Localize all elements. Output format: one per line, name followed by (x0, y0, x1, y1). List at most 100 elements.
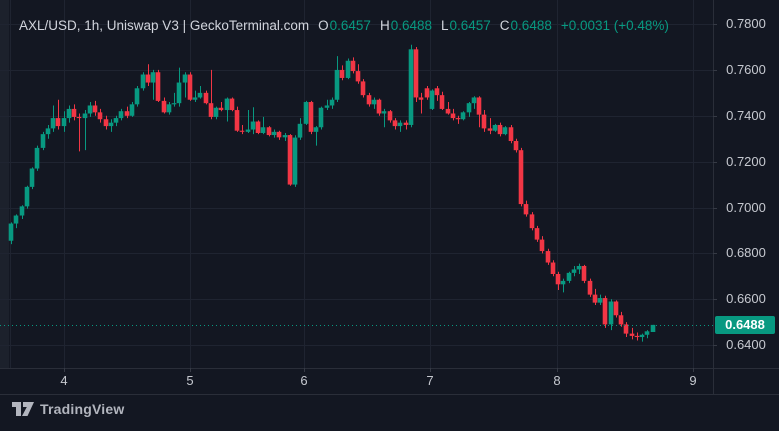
candle-body (155, 72, 161, 101)
candle-body (318, 107, 324, 128)
time-axis-label: 7 (426, 373, 434, 388)
candle-body (192, 97, 198, 100)
time-axis-label: 4 (60, 373, 68, 388)
candle-body (618, 315, 624, 325)
candle-body (76, 116, 82, 119)
candle-body (602, 298, 608, 325)
candle-body (339, 69, 345, 78)
candle-body (518, 150, 524, 205)
candle-body (566, 272, 572, 281)
candle-body (534, 228, 540, 240)
candle-body (182, 74, 188, 83)
candle-body (239, 130, 245, 132)
candle-body (82, 113, 88, 119)
ohlc-close-value: 0.6488 (510, 17, 552, 33)
candle-body (292, 137, 298, 185)
candle-body (29, 168, 35, 187)
candle-body (176, 82, 182, 104)
candle-body (355, 71, 361, 82)
candle-body (103, 119, 109, 127)
candle-body (371, 99, 377, 105)
candle-body (350, 60, 356, 72)
candle-body (324, 105, 330, 108)
candle-body (97, 112, 103, 120)
candle-body (408, 49, 414, 125)
current-price-badge: 0.6488 (715, 315, 775, 334)
pane-edge (0, 0, 9, 368)
ohlc-low-value: 0.6457 (449, 17, 491, 33)
candle-body (560, 280, 566, 285)
candle-body (608, 301, 614, 325)
candle-body (134, 88, 140, 105)
candle-body (429, 90, 435, 109)
candle-body (497, 124, 503, 135)
candle-body (366, 95, 372, 105)
candle-body (381, 111, 387, 114)
candle-body (61, 118, 67, 127)
candle-body (592, 294, 598, 303)
candle-body (539, 239, 545, 252)
candle-body (450, 113, 456, 119)
price-axis-label: 0.7400 (726, 107, 766, 123)
ohlc-high-label: H (379, 17, 390, 33)
candle-body (287, 135, 293, 185)
symbol-title[interactable]: AXL/USD, 1h, Uniswap V3 | GeckoTerminal.… (19, 17, 310, 33)
candle-body (34, 147, 40, 169)
candle-body (19, 206, 25, 216)
candle-body (208, 103, 214, 117)
candle-body (555, 273, 561, 285)
candle-body (471, 97, 477, 104)
tradingview-wordmark: TradingView (40, 401, 125, 417)
candle-body (403, 122, 409, 125)
candle-body (71, 108, 77, 117)
time-axis-label: 8 (553, 373, 561, 388)
tradingview-attribution[interactable]: TradingView (12, 400, 124, 418)
candle-body (113, 118, 119, 123)
candle-body (140, 74, 146, 89)
candle-body (529, 214, 535, 229)
candle-body (282, 135, 288, 138)
candle-body (260, 127, 266, 133)
candle-body (466, 103, 472, 113)
candle-body (413, 49, 419, 98)
candle-body (418, 97, 424, 100)
candle-body (297, 123, 303, 138)
candle-body (345, 60, 351, 78)
candle-body (587, 280, 593, 295)
time-axis-label: 6 (300, 373, 308, 388)
candle-body (650, 324, 656, 333)
candle-body (492, 124, 498, 131)
candle-body (545, 251, 551, 263)
price-axis-label: 0.7200 (726, 153, 766, 169)
time-axis-label: 9 (689, 373, 697, 388)
ohlc-open-value: 0.6457 (329, 17, 371, 33)
candle-body (203, 92, 209, 104)
candle-body (513, 141, 519, 151)
candle-body (266, 127, 272, 136)
candle-body (166, 104, 172, 113)
price-change: +0.0031 (+0.48%) (560, 17, 669, 33)
ohlc-low: L 0.6457 (441, 18, 491, 33)
ohlc-close-label: C (499, 17, 510, 33)
candle-body (508, 127, 514, 142)
candle-body (334, 69, 340, 100)
candle-body (276, 131, 282, 138)
candle-body (502, 127, 508, 135)
time-axis-label: 5 (186, 373, 194, 388)
candle-body (571, 269, 577, 273)
candle-body (171, 103, 177, 105)
ohlc-high: H 0.6488 (380, 18, 432, 33)
candle-body (634, 335, 640, 338)
candle-body (124, 111, 130, 116)
candle-body (445, 108, 451, 114)
price-axis[interactable]: 0.6488 0.7800 0.7600 0.7400 0.7200 0.7000 0.6… (713, 0, 779, 368)
candle-body (87, 105, 93, 114)
time-axis[interactable]: 4 5 6 7 8 9 (0, 368, 713, 394)
candle-body (455, 118, 461, 120)
candle-body (629, 333, 635, 336)
price-axis-label: 0.6400 (726, 337, 766, 353)
candle-body (8, 223, 14, 241)
